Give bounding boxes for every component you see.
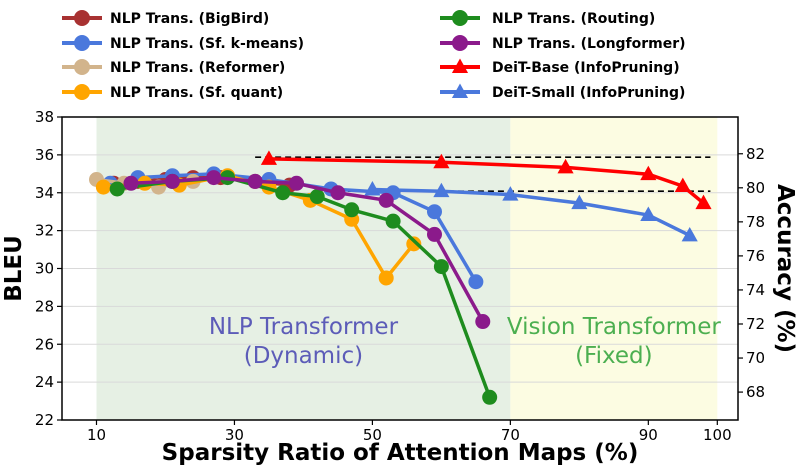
legend: NLP Trans. (BigBird) NLP Trans. (Sf. k-me… (62, 10, 686, 101)
region-sublabel-vision: (Fixed) (575, 343, 653, 369)
data-point (433, 259, 449, 275)
data-point (289, 175, 305, 191)
data-point (468, 274, 484, 290)
legend-marker (451, 83, 469, 98)
y-tick-label: 36 (35, 146, 54, 164)
data-point (95, 179, 111, 195)
y-axis-title: BLEU (1, 235, 27, 302)
y2-axis-title: Accuracy (%) (772, 184, 797, 353)
data-point (406, 236, 422, 252)
series-line (372, 187, 691, 238)
data-point (247, 173, 263, 189)
region-labels-layer: NLP Transformer (Dynamic) Vision Transform… (209, 314, 722, 369)
legend-marker (452, 10, 468, 26)
data-point (275, 185, 291, 201)
series-layer (88, 150, 712, 405)
ticks-layer: 10 30 50 70 90 100 22 24 26 28 30 32 34 36 38 68 70 72 74 7… (35, 108, 765, 444)
y-tick-label: 38 (35, 108, 54, 126)
data-point (433, 182, 450, 198)
legend-label: DeiT-Base (InfoPruning) (492, 60, 680, 76)
x-tick-label: 50 (363, 426, 382, 444)
legend-item: NLP Trans. (Sf. k-means) (62, 35, 304, 52)
y-tick-label: 30 (35, 260, 54, 278)
data-point (309, 189, 325, 205)
y2-tick-label: 78 (746, 213, 765, 231)
data-point (640, 165, 657, 181)
data-point (330, 185, 346, 201)
y-tick-label: 24 (35, 373, 54, 391)
region-label-vision: Vision Transformer (507, 314, 722, 340)
y-tick-label: 34 (35, 184, 54, 202)
data-point (502, 186, 519, 201)
y-tick-label: 32 (35, 222, 54, 240)
y2-tick-label: 68 (746, 383, 765, 401)
data-point (364, 181, 381, 196)
legend-label: DeiT-Small (InfoPruning) (492, 85, 685, 101)
y-tick-label: 22 (35, 411, 54, 429)
x-tick-label: 70 (501, 426, 520, 444)
region-sublabel-nlp: (Dynamic) (244, 343, 363, 369)
legend-marker (452, 35, 468, 51)
y2-tick-label: 74 (746, 281, 765, 299)
data-point (378, 192, 394, 208)
y-tick-label: 28 (35, 297, 54, 315)
data-point (109, 181, 125, 197)
legend-item: NLP Trans. (Longformer) (440, 35, 686, 52)
legend-marker (74, 35, 90, 51)
legend-label: NLP Trans. (Sf. k-means) (110, 36, 304, 52)
data-point (385, 213, 401, 229)
y2-tick-label: 76 (746, 247, 765, 265)
legend-item: NLP Trans. (Reformer) (62, 59, 285, 76)
data-point (164, 173, 180, 189)
legend-marker (451, 58, 469, 73)
y2-tick-label: 80 (746, 179, 765, 197)
legend-item: DeiT-Base (InfoPruning) (440, 58, 680, 76)
data-point (674, 177, 691, 193)
legend-item: DeiT-Small (InfoPruning) (440, 83, 685, 101)
data-point (433, 153, 450, 169)
x-axis-title: Sparsity Ratio of Attention Maps (%) (162, 440, 639, 466)
data-point (475, 314, 491, 330)
series-7 (364, 181, 698, 242)
x-tick-label: 10 (87, 426, 106, 444)
data-point (681, 226, 698, 242)
data-point (260, 150, 278, 165)
data-point (344, 202, 360, 218)
data-point (123, 175, 139, 191)
series-5 (123, 170, 491, 330)
series-6 (260, 150, 712, 210)
legend-item: NLP Trans. (BigBird) (62, 10, 269, 27)
data-point (378, 270, 394, 286)
legend-marker (74, 10, 90, 26)
data-point (571, 194, 588, 210)
legend-label: NLP Trans. (Reformer) (110, 60, 285, 76)
legend-label: NLP Trans. (Sf. quant) (110, 85, 283, 101)
legend-item: NLP Trans. (Routing) (440, 10, 655, 27)
y2-tick-label: 70 (746, 349, 765, 367)
legend-item: NLP Trans. (Sf. quant) (62, 84, 283, 101)
data-point (426, 204, 442, 220)
region-label-nlp: NLP Transformer (209, 314, 399, 340)
x-tick-label: 100 (703, 426, 732, 444)
legend-label: NLP Trans. (Longformer) (492, 36, 686, 52)
legend-label: NLP Trans. (BigBird) (110, 11, 269, 27)
data-point (695, 194, 712, 210)
legend-marker (74, 84, 90, 100)
y2-tick-label: 72 (746, 315, 765, 333)
x-tick-label: 30 (225, 426, 244, 444)
data-point (482, 389, 498, 405)
legend-marker (74, 59, 90, 75)
y-tick-label: 26 (35, 335, 54, 353)
data-point (426, 226, 442, 242)
y2-tick-label: 82 (746, 145, 765, 163)
data-point (640, 206, 657, 221)
legend-label: NLP Trans. (Routing) (492, 11, 655, 27)
data-point (206, 170, 222, 186)
x-tick-label: 90 (639, 426, 658, 444)
data-point (557, 158, 574, 174)
